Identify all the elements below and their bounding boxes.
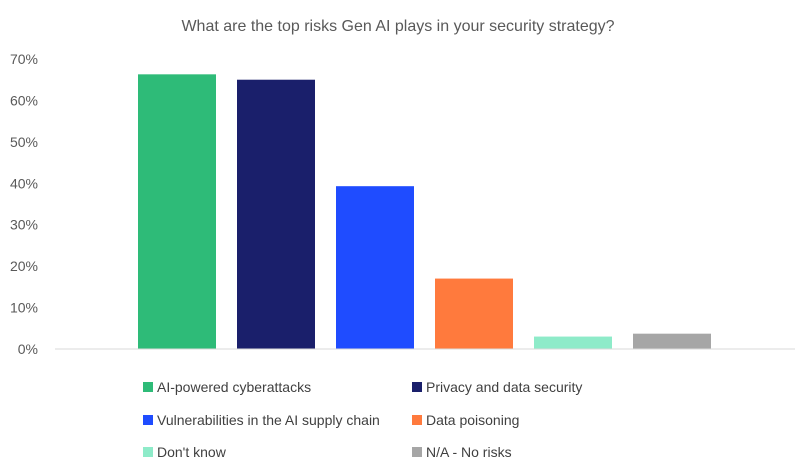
legend-item: N/A - No risks (412, 444, 512, 460)
legend-item: Vulnerabilities in the AI supply chain (143, 412, 380, 428)
y-axis-ticks: 0% 10% 20% 30% 40% 50% 60% 70% (10, 51, 38, 357)
legend-item: AI-powered cyberattacks (143, 379, 311, 395)
y-tick-label: 20% (10, 258, 38, 274)
y-tick-label: 0% (18, 341, 38, 357)
bar (138, 74, 216, 349)
y-tick-label: 70% (10, 51, 38, 67)
bar (336, 186, 414, 349)
legend-label: Data poisoning (426, 412, 519, 428)
chart-title: What are the top risks Gen AI plays in y… (181, 18, 614, 35)
bars (138, 74, 711, 349)
legend-label: N/A - No risks (426, 444, 512, 460)
y-tick-label: 60% (10, 92, 38, 108)
legend-label: Privacy and data security (426, 379, 582, 395)
y-tick-label: 50% (10, 134, 38, 150)
legend-swatch (143, 382, 153, 392)
legend-swatch (143, 415, 153, 425)
bar (435, 278, 513, 349)
legend-item: Don't know (143, 444, 227, 460)
y-tick-label: 30% (10, 217, 38, 233)
legend-swatch (143, 447, 153, 457)
legend-label: Vulnerabilities in the AI supply chain (157, 412, 380, 428)
y-tick-label: 40% (10, 175, 38, 191)
legend-swatch (412, 415, 422, 425)
bar (534, 336, 612, 349)
legend-swatch (412, 382, 422, 392)
legend-swatch (412, 447, 422, 457)
legend-label: AI-powered cyberattacks (157, 379, 311, 395)
legend-item: Privacy and data security (412, 379, 582, 395)
bar (237, 79, 315, 349)
bar (633, 333, 711, 349)
legend: AI-powered cyberattacks Privacy and data … (143, 379, 582, 460)
y-tick-label: 10% (10, 300, 38, 316)
legend-label: Don't know (157, 444, 227, 460)
legend-item: Data poisoning (412, 412, 519, 428)
